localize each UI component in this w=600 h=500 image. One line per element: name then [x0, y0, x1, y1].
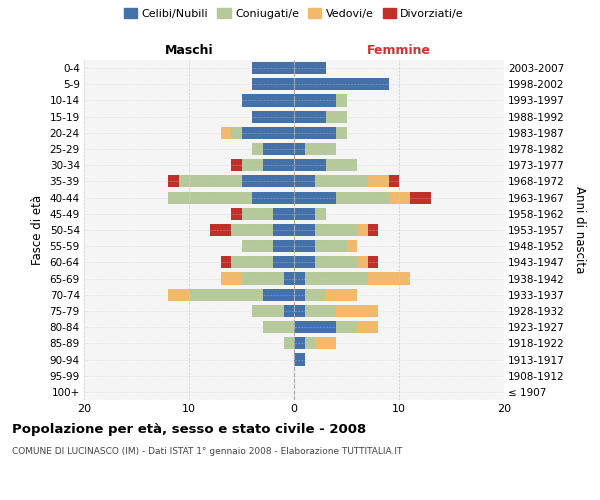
Bar — [294, 288, 305, 301]
Bar — [221, 272, 241, 284]
Bar — [294, 192, 336, 203]
Bar — [367, 256, 378, 268]
Bar — [347, 240, 357, 252]
Bar — [294, 127, 336, 139]
Bar — [336, 305, 378, 317]
Bar — [294, 224, 315, 236]
Bar — [241, 272, 284, 284]
Bar — [389, 176, 399, 188]
Bar — [294, 338, 305, 349]
Bar — [210, 224, 231, 236]
Bar — [252, 78, 294, 90]
Bar — [294, 78, 389, 90]
Bar — [367, 176, 389, 188]
Bar — [325, 110, 347, 122]
Bar — [284, 305, 294, 317]
Y-axis label: Anni di nascita: Anni di nascita — [573, 186, 586, 274]
Bar — [294, 208, 315, 220]
Legend: Celibi/Nubili, Coniugati/e, Vedovi/e, Divorziati/e: Celibi/Nubili, Coniugati/e, Vedovi/e, Di… — [124, 8, 464, 19]
Bar — [241, 94, 294, 106]
Bar — [273, 256, 294, 268]
Bar — [336, 321, 357, 333]
Bar — [284, 338, 294, 349]
Bar — [294, 256, 315, 268]
Bar — [252, 62, 294, 74]
Bar — [294, 354, 305, 366]
Bar — [315, 208, 325, 220]
Bar — [252, 143, 263, 155]
Text: Maschi: Maschi — [164, 44, 214, 58]
Bar — [325, 288, 357, 301]
Bar — [168, 192, 252, 203]
Bar — [284, 272, 294, 284]
Text: COMUNE DI LUCINASCO (IM) - Dati ISTAT 1° gennaio 2008 - Elaborazione TUTTITALIA.: COMUNE DI LUCINASCO (IM) - Dati ISTAT 1°… — [12, 448, 403, 456]
Bar — [294, 94, 336, 106]
Bar — [305, 338, 315, 349]
Bar — [409, 192, 431, 203]
Bar — [189, 288, 263, 301]
Bar — [168, 176, 179, 188]
Bar — [357, 256, 367, 268]
Bar — [221, 256, 231, 268]
Bar — [357, 224, 367, 236]
Bar — [294, 110, 325, 122]
Bar — [273, 224, 294, 236]
Bar — [294, 321, 336, 333]
Bar — [241, 127, 294, 139]
Bar — [231, 127, 241, 139]
Bar — [252, 110, 294, 122]
Bar — [241, 240, 273, 252]
Bar — [367, 224, 378, 236]
Bar — [367, 272, 409, 284]
Bar — [231, 208, 241, 220]
Bar — [315, 240, 347, 252]
Bar — [294, 272, 305, 284]
Bar — [294, 240, 315, 252]
Text: Femmine: Femmine — [367, 44, 431, 58]
Bar — [305, 272, 367, 284]
Bar — [305, 143, 336, 155]
Bar — [263, 288, 294, 301]
Bar — [336, 94, 347, 106]
Bar — [294, 159, 325, 172]
Bar — [336, 192, 389, 203]
Bar — [263, 321, 294, 333]
Bar — [168, 288, 189, 301]
Bar — [263, 159, 294, 172]
Bar — [252, 192, 294, 203]
Bar — [273, 208, 294, 220]
Bar — [336, 127, 347, 139]
Bar — [221, 127, 231, 139]
Text: Popolazione per età, sesso e stato civile - 2008: Popolazione per età, sesso e stato civil… — [12, 422, 366, 436]
Bar — [315, 176, 367, 188]
Bar — [315, 338, 336, 349]
Bar — [231, 224, 273, 236]
Bar — [389, 192, 409, 203]
Bar — [305, 305, 336, 317]
Bar — [294, 176, 315, 188]
Bar — [294, 305, 305, 317]
Bar — [273, 240, 294, 252]
Bar — [305, 288, 325, 301]
Bar — [294, 143, 305, 155]
Bar — [241, 208, 273, 220]
Bar — [252, 305, 284, 317]
Bar — [325, 159, 357, 172]
Bar — [294, 62, 325, 74]
Bar — [241, 159, 263, 172]
Bar — [357, 321, 378, 333]
Bar — [241, 176, 294, 188]
Bar — [179, 176, 241, 188]
Bar — [263, 143, 294, 155]
Bar — [315, 224, 357, 236]
Y-axis label: Fasce di età: Fasce di età — [31, 195, 44, 265]
Bar — [231, 159, 241, 172]
Bar — [231, 256, 273, 268]
Bar — [315, 256, 357, 268]
